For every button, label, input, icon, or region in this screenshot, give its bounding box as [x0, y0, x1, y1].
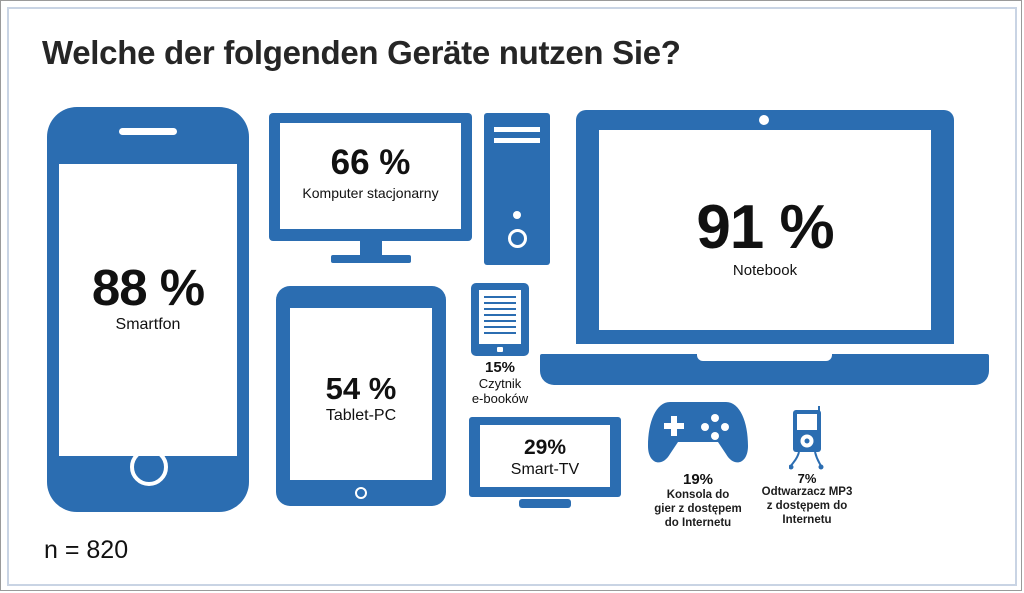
- mp3-percent: 7%: [797, 471, 817, 486]
- pc-tower-power: [508, 229, 527, 248]
- ereader-label-line-2: e-booków: [471, 391, 529, 406]
- tablet-screen: 54 % Tablet-PC: [290, 308, 432, 480]
- desktop-neck: [360, 241, 382, 255]
- tablet-percent: 54 %: [325, 371, 397, 406]
- pc-tower-slot-2: [494, 138, 540, 143]
- desktop-percent: 66 %: [330, 143, 411, 182]
- pc-tower: [484, 113, 550, 265]
- mp3-label-line-1: Odtwarzacz MP3: [761, 486, 853, 498]
- mp3-label-line-2: z dostępem do: [766, 500, 848, 512]
- ereader-device: 15% Czytnik e-booków: [459, 283, 541, 408]
- smartphone-label: Smartfon: [115, 316, 181, 333]
- laptop-percent: 91 %: [696, 193, 834, 262]
- tablet-device: 54 % Tablet-PC: [276, 286, 446, 506]
- tv-label: Smart-TV: [510, 461, 580, 478]
- mp3-player-icon: [789, 406, 824, 470]
- console-label-line-1: Konsola do: [666, 489, 730, 501]
- console-device: 19% Konsola do gier z dostępem do Intern…: [638, 396, 758, 536]
- pc-tower-led: [513, 211, 521, 219]
- smartphone-device: 88 % Smartfon: [47, 107, 249, 512]
- tv-stand: [519, 499, 571, 508]
- pc-tower-slot-1: [494, 127, 540, 132]
- smartphone-screen: 88 % Smartfon: [59, 164, 237, 456]
- ereader-button: [497, 347, 503, 352]
- sample-size: n = 820: [44, 536, 129, 564]
- inner-frame: [7, 7, 1017, 586]
- ereader-percent: 15%: [484, 359, 516, 376]
- chart-title: Welche der folgenden Geräte nutzen Sie?: [42, 34, 681, 71]
- smartphone-home-button: [130, 448, 168, 486]
- mp3-device: 7% Odtwarzacz MP3 z dostępem do Internet…: [752, 404, 862, 526]
- tv-percent: 29%: [523, 436, 567, 459]
- laptop-notch: [697, 354, 832, 361]
- ereader-text-lines: [484, 296, 516, 338]
- desktop-device: 66 % Komputer stacjonarny: [269, 113, 472, 263]
- laptop-label: Notebook: [732, 262, 798, 279]
- tv-screen: 29% Smart-TV: [480, 425, 610, 487]
- laptop-camera: [759, 115, 769, 125]
- desktop-label: Komputer stacjonarny: [302, 185, 439, 201]
- tablet-label: Tablet-PC: [325, 407, 397, 424]
- ereader-label-line-1: Czytnik: [478, 376, 522, 391]
- smartphone-speaker: [119, 128, 177, 135]
- smartphone-percent: 88 %: [91, 259, 205, 316]
- gamepad-icon: [648, 402, 748, 463]
- laptop-screen: 91 % Notebook: [599, 130, 931, 330]
- tablet-home-button: [355, 487, 367, 499]
- laptop-device: 91 % Notebook: [540, 110, 989, 385]
- tv-device: 29% Smart-TV: [469, 417, 621, 510]
- desktop-stand: [331, 255, 411, 263]
- desktop-screen: 66 % Komputer stacjonarny: [280, 123, 461, 229]
- console-label-line-2: gier z dostępem: [654, 503, 742, 515]
- console-label-line-3: do Internetu: [664, 517, 732, 529]
- console-percent: 19%: [682, 471, 714, 488]
- mp3-label-line-3: Internetu: [782, 514, 832, 526]
